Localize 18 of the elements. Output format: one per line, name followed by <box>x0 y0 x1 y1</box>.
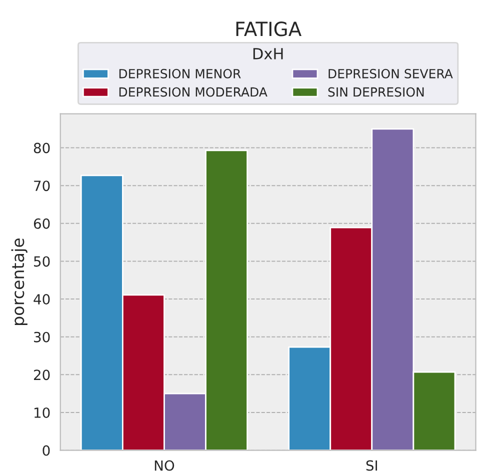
y-tick-label: 70 <box>34 180 50 192</box>
y-tick-label: 10 <box>34 407 50 418</box>
y-tick-label: 30 <box>34 332 50 342</box>
legend-label: DEPRESION MENOR <box>119 68 241 78</box>
chart-title: FATIGA <box>236 22 302 36</box>
legend-label: DEPRESION SEVERA <box>328 68 453 78</box>
y-tick-label: 40 <box>34 294 50 305</box>
y-tick-label: 80 <box>34 142 50 154</box>
legend-label: DEPRESION MODERADA <box>119 87 268 97</box>
legend-label: SIN DEPRESION <box>328 87 424 97</box>
x-tick-label: NO <box>154 460 174 471</box>
x-tick-label: SI <box>366 460 377 471</box>
y-axis-title: porcentaje <box>11 238 28 325</box>
y-tick-label: 0 <box>42 445 50 456</box>
y-tick-label: 50 <box>34 256 50 267</box>
y-tick-label: 20 <box>34 370 50 380</box>
legend-title: DxH <box>253 48 283 60</box>
y-tick-label: 60 <box>34 218 50 229</box>
